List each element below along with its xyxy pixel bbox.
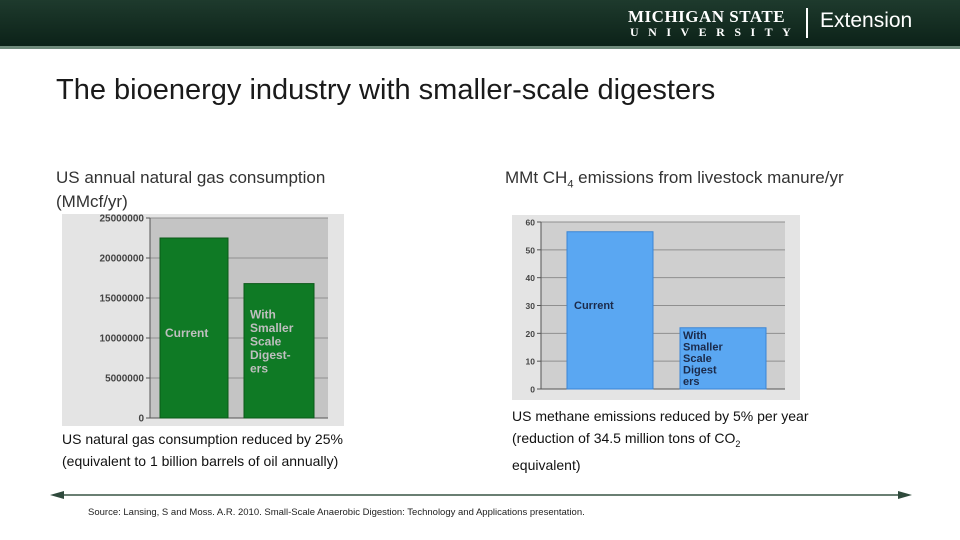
- y-tick-label: 50: [526, 245, 536, 255]
- bar-label: ers: [683, 376, 700, 388]
- bar-current: [159, 237, 229, 419]
- y-tick-label: 30: [526, 301, 536, 311]
- right-caption-pre: MMt CH: [505, 168, 568, 187]
- y-tick-label: 0: [138, 414, 144, 425]
- right-chart-note: US methane emissions reduced by 5% per y…: [512, 406, 808, 476]
- rule-left-arrow: [50, 491, 64, 499]
- right-caption-sub: 4: [567, 178, 574, 191]
- msu-logo-line1[interactable]: MICHIGAN STATE: [628, 7, 786, 26]
- logo-divider: [806, 8, 808, 38]
- right-note-line2: (reduction of 34.5 million tons of CO2: [512, 428, 808, 455]
- right-chart-caption: MMt CH4 emissions from livestock manure/…: [505, 166, 844, 196]
- bar-current: [566, 231, 654, 390]
- right-note-line3: equivalent): [512, 456, 581, 473]
- left-note-line1: US natural gas consumption reduced by 25…: [62, 431, 343, 447]
- methane-chart: 60 50 40 30 20 10 0 Current WithSmallerScaleDige…: [512, 215, 800, 400]
- rule-right-arrow: [898, 491, 912, 499]
- y-tick-label: 0: [530, 385, 535, 395]
- slide-title: The bioenergy industry with smaller-scal…: [56, 74, 716, 106]
- bar-with-digesters: [679, 327, 767, 390]
- source-citation: Source: Lansing, S and Moss. A.R. 2010. …: [88, 507, 585, 518]
- right-note-line2-pre: (reduction of 34.5 million tons of CO: [512, 429, 736, 446]
- left-caption-line2: (MMcf/yr): [56, 192, 128, 211]
- bar-label: With: [683, 330, 707, 342]
- y-tick-label: 5000000: [105, 374, 144, 385]
- header-banner: [0, 0, 960, 46]
- bar-label: Current: [165, 326, 208, 340]
- bar-label: With: [250, 308, 276, 322]
- bar-label: Scale: [250, 335, 282, 349]
- y-tick-label: 10000000: [100, 334, 145, 345]
- y-tick-label: 40: [526, 273, 536, 283]
- natural-gas-chart: 25000000 20000000 15000000 10000000 5000000 0…: [62, 214, 344, 426]
- extension-logo[interactable]: Extension: [820, 9, 913, 32]
- y-tick-label: 20: [526, 329, 536, 339]
- bar-with-digesters: [243, 283, 315, 419]
- left-note-line2: (equivalent to 1 billion barrels of oil …: [62, 452, 339, 469]
- left-caption-line1: US annual natural gas consumption: [56, 168, 326, 187]
- bar-label: Current: [574, 300, 614, 312]
- bottom-rule: [60, 494, 902, 496]
- right-caption-post: emissions from livestock manure/yr: [573, 168, 844, 187]
- right-note-line2-sub: 2: [735, 438, 741, 449]
- y-tick-label: 20000000: [100, 254, 145, 265]
- bar-label: Smaller: [683, 341, 723, 353]
- bar-label: Digest-: [250, 348, 291, 362]
- y-tick-label: 15000000: [100, 294, 145, 305]
- right-note-line1: US methane emissions reduced by 5% per y…: [512, 408, 809, 424]
- bar-label: Digest: [683, 364, 717, 376]
- bar-label: Scale: [683, 353, 712, 365]
- bar-label: ers: [250, 362, 268, 376]
- y-tick-label: 25000000: [100, 214, 145, 225]
- left-chart-note: US natural gas consumption reduced by 25…: [62, 429, 343, 472]
- msu-logo-line2[interactable]: UNIVERSITY: [630, 25, 801, 39]
- header-divider: [0, 46, 960, 49]
- y-tick-label: 10: [526, 357, 536, 367]
- left-chart-caption: US annual natural gas consumption (MMcf/…: [56, 166, 325, 214]
- bar-label: Smaller: [250, 321, 294, 335]
- y-tick-label: 60: [526, 218, 536, 228]
